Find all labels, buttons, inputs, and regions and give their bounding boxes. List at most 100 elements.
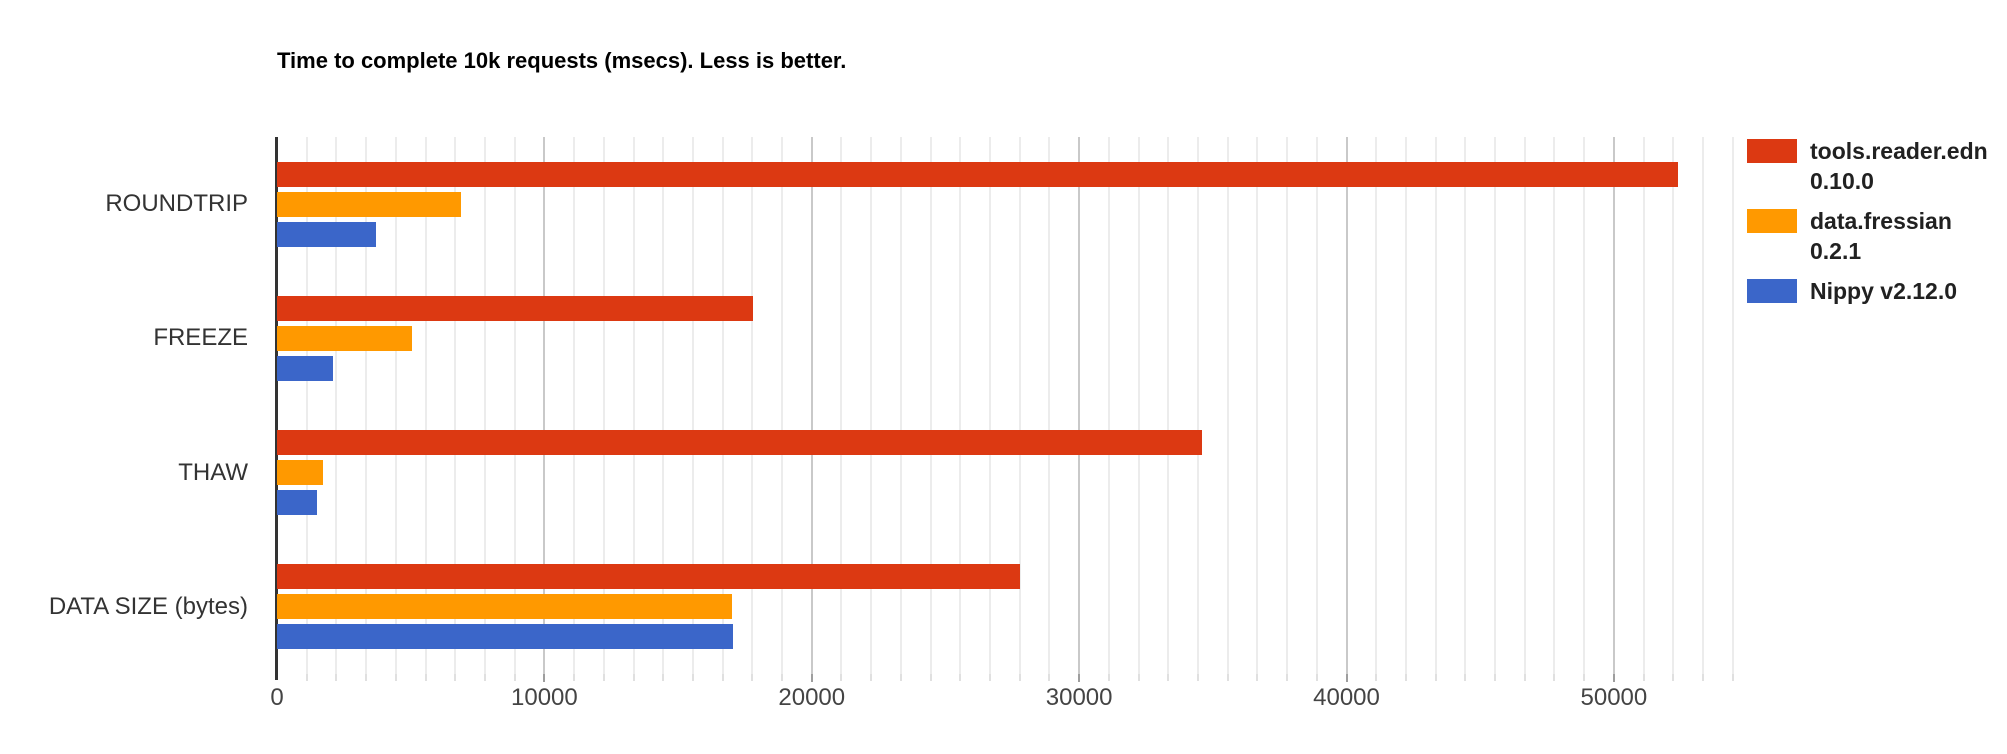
x-axis-tick	[365, 674, 368, 681]
x-axis-tick	[1018, 674, 1021, 681]
x-axis-tick	[1672, 674, 1675, 681]
minor-gridline	[1731, 137, 1734, 674]
minor-gridline	[424, 137, 427, 674]
category-label-freeze: FREEZE	[153, 324, 248, 352]
x-axis-tick	[840, 674, 843, 681]
minor-gridline	[899, 137, 902, 674]
x-axis-tick	[1048, 674, 1051, 681]
major-gridline	[1345, 137, 1348, 674]
x-axis-tick	[662, 674, 665, 681]
minor-gridline	[573, 137, 576, 674]
x-axis-tick	[781, 674, 784, 681]
bar-freeze-nippy-v2-12-0	[277, 355, 334, 381]
minor-gridline	[959, 137, 962, 674]
minor-gridline	[1672, 137, 1675, 674]
x-axis-tick	[1167, 674, 1170, 681]
x-axis-tick	[424, 674, 427, 681]
x-axis-tick	[1256, 674, 1259, 681]
minor-gridline	[335, 137, 338, 674]
minor-gridline	[1523, 137, 1526, 674]
minor-gridline	[1226, 137, 1229, 674]
category-label-roundtrip: ROUNDTRIP	[105, 190, 248, 218]
x-axis-tick	[1642, 674, 1645, 681]
minor-gridline	[1107, 137, 1110, 674]
x-axis-tick	[1612, 674, 1615, 682]
x-axis-tick	[1702, 674, 1704, 681]
x-tick-label: 0	[270, 684, 284, 711]
minor-gridline	[1315, 137, 1318, 674]
minor-gridline	[305, 137, 308, 674]
x-axis-tick	[543, 674, 546, 682]
minor-gridline	[929, 137, 932, 674]
minor-gridline	[1434, 137, 1437, 674]
x-axis-tick	[454, 674, 457, 681]
x-axis-tick	[810, 674, 813, 682]
x-axis-tick	[751, 674, 754, 681]
major-gridline	[1612, 137, 1615, 674]
x-axis-tick	[959, 674, 962, 681]
x-tick-label: 20000	[778, 684, 846, 711]
x-axis-tick	[1464, 674, 1467, 681]
minor-gridline	[1642, 137, 1645, 674]
minor-gridline	[721, 137, 724, 674]
minor-gridline	[870, 137, 873, 674]
minor-gridline	[662, 137, 665, 674]
minor-gridline	[1583, 137, 1586, 674]
minor-gridline	[1375, 137, 1378, 674]
minor-gridline	[483, 137, 486, 674]
legend-label: tools.reader.edn 0.10.0	[1810, 136, 1988, 196]
minor-gridline	[394, 137, 397, 674]
plot-area	[275, 137, 1735, 680]
legend-label: Nippy v2.12.0	[1810, 276, 1957, 306]
x-axis-tick	[929, 674, 932, 681]
x-axis-tick	[899, 674, 902, 681]
major-gridline	[1078, 137, 1081, 674]
major-gridline	[543, 137, 546, 674]
x-axis-tick	[1583, 674, 1586, 681]
minor-gridline	[632, 137, 635, 674]
x-axis-tick	[305, 674, 308, 681]
legend-label-line: data.fressian	[1810, 208, 1952, 234]
x-tick-label: 40000	[1313, 684, 1380, 711]
minor-gridline	[1553, 137, 1556, 674]
x-axis-tick	[1315, 674, 1318, 681]
legend-swatch	[1747, 279, 1797, 303]
bar-data-size-bytes-nippy-v2-12-0	[277, 624, 733, 650]
x-axis-tick	[1345, 674, 1348, 682]
minor-gridline	[1702, 137, 1704, 674]
bar-roundtrip-nippy-v2-12-0	[277, 221, 376, 247]
bar-roundtrip-tools-reader-edn-0-10-0	[277, 161, 1679, 187]
legend-label-line: Nippy v2.12.0	[1810, 278, 1958, 304]
minor-gridline	[1048, 137, 1051, 674]
x-axis-tick	[394, 674, 397, 681]
major-gridline	[810, 137, 813, 674]
minor-gridline	[1137, 137, 1140, 674]
minor-gridline	[1196, 137, 1199, 674]
legend-label: data.fressian 0.2.1	[1810, 206, 1952, 266]
minor-gridline	[840, 137, 843, 674]
x-tick-label: 10000	[511, 684, 578, 711]
x-tick-label: 50000	[1580, 684, 1648, 711]
minor-gridline	[691, 137, 694, 674]
bar-thaw-nippy-v2-12-0	[277, 490, 318, 516]
bar-roundtrip-data-fressian-0-2-1	[277, 191, 462, 217]
chart-title: Time to complete 10k requests (msecs). L…	[277, 48, 847, 73]
x-axis-tick	[1137, 674, 1140, 681]
x-axis-tick	[602, 674, 605, 681]
bar-freeze-tools-reader-edn-0-10-0	[277, 295, 753, 321]
x-axis-tick	[1226, 674, 1229, 681]
minor-gridline	[781, 137, 784, 674]
minor-gridline	[1286, 137, 1289, 674]
minor-gridline	[1167, 137, 1170, 674]
x-axis-tick	[1494, 674, 1497, 681]
x-axis-tick	[573, 674, 576, 681]
bar-freeze-data-fressian-0-2-1	[277, 325, 412, 351]
x-axis-tick	[1375, 674, 1378, 681]
x-axis-tick	[1553, 674, 1556, 681]
x-axis-tick	[513, 674, 516, 681]
minor-gridline	[989, 137, 991, 674]
bar-data-size-bytes-data-fressian-0-2-1	[277, 594, 732, 620]
x-axis-tick	[1523, 674, 1526, 681]
bar-thaw-data-fressian-0-2-1	[277, 460, 324, 486]
